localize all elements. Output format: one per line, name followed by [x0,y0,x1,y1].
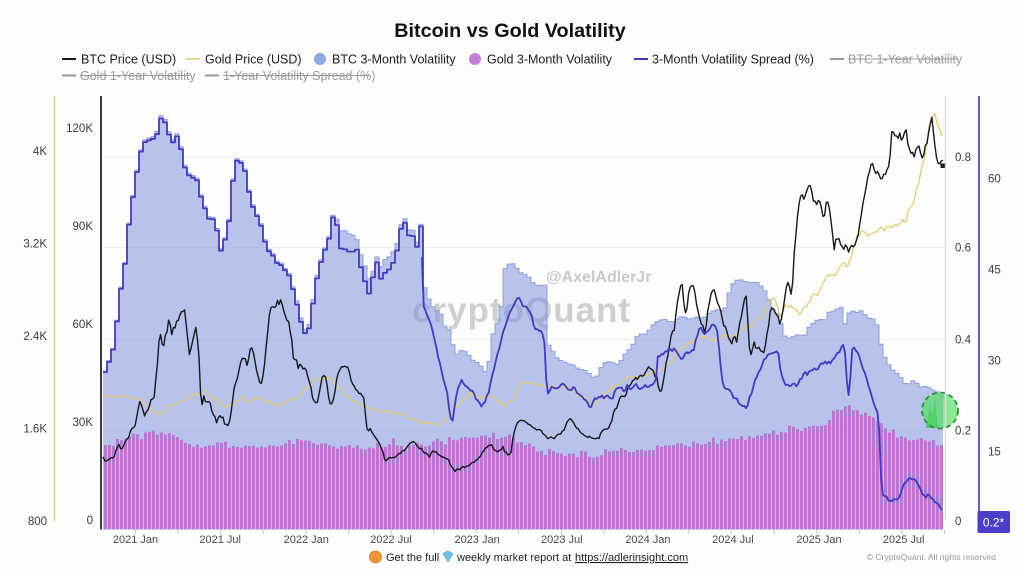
svg-text:2023 Jan: 2023 Jan [454,534,499,546]
svg-text:45: 45 [988,265,1001,277]
svg-text:3.2K: 3.2K [23,239,47,251]
svg-text:800: 800 [28,516,47,528]
svg-text:0: 0 [87,515,93,527]
svg-text:2021 Jan: 2021 Jan [113,534,158,546]
svg-text:BTC Price (USD): BTC Price (USD) [81,53,176,67]
svg-text:0.8: 0.8 [955,152,971,164]
svg-text:0.4: 0.4 [955,335,972,347]
svg-text:90K: 90K [73,221,94,233]
svg-text:4K: 4K [33,146,47,158]
svg-text:30: 30 [988,356,1001,368]
svg-text:60K: 60K [73,319,94,331]
svg-text:weekly market report at: weekly market report at [456,552,571,564]
svg-text:0.2*: 0.2* [983,516,1005,530]
svg-text:3-Month Volatility Spread (%): 3-Month Volatility Spread (%) [652,53,814,67]
svg-text:2024 Jan: 2024 Jan [625,534,670,546]
svg-text:60: 60 [988,174,1001,186]
svg-text:Gold 3-Month Volatility: Gold 3-Month Volatility [487,53,613,67]
svg-text:BTC 3-Month Volatility: BTC 3-Month Volatility [332,53,456,67]
svg-text:Get the full: Get the full [386,552,439,564]
svg-text:120K: 120K [66,123,93,135]
svg-text:2022 Jan: 2022 Jan [284,534,329,546]
svg-text:2022 Jul: 2022 Jul [370,534,412,546]
svg-text:2025 Jan: 2025 Jan [796,534,841,546]
svg-text:0.2: 0.2 [955,426,971,438]
svg-text:Bitcoin vs Gold Volatility: Bitcoin vs Gold Volatility [394,20,626,42]
svg-text:1.6K: 1.6K [23,424,47,436]
svg-text:2021 Jul: 2021 Jul [199,534,241,546]
svg-text:0.6: 0.6 [955,243,971,255]
svg-text:Gold Price (USD): Gold Price (USD) [205,53,302,67]
svg-text:@AxelAdlerJr: @AxelAdlerJr [546,269,651,286]
svg-text:30K: 30K [73,417,94,429]
svg-text:0: 0 [955,516,961,528]
svg-text:2024 Jul: 2024 Jul [712,534,754,546]
svg-text:2023 Jul: 2023 Jul [541,534,583,546]
svg-text:2025 Jul: 2025 Jul [883,534,925,546]
svg-text:© CryptoQuant. All rights rese: © CryptoQuant. All rights reserved [867,552,996,562]
svg-text:https://adlerinsight.com: https://adlerinsight.com [575,552,688,564]
svg-text:15: 15 [988,447,1001,459]
svg-text:2.4K: 2.4K [23,331,47,343]
